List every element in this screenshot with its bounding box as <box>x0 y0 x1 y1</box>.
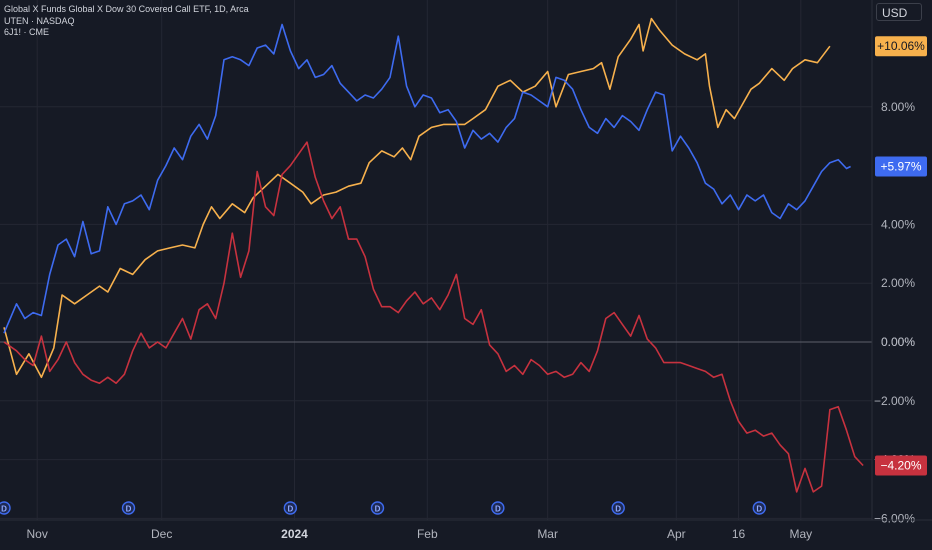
dividend-marker-label: D <box>1 505 7 514</box>
last-value-badge-blue <box>875 156 927 177</box>
dividend-marker-circle <box>491 501 505 515</box>
y-tick-label: 0.00% <box>881 335 915 349</box>
x-axis: Nov Dec 2024 Feb Mar Apr 16 May <box>0 519 932 541</box>
dividend-marker[interactable]: D <box>491 501 505 515</box>
series-group <box>3 17 864 493</box>
last-value-label-red: −4.20% <box>880 458 921 472</box>
x-tick-label: Nov <box>27 527 48 541</box>
dividend-marker[interactable]: D <box>121 501 136 515</box>
x-tick-label: Feb <box>417 527 438 541</box>
dividend-marker-circle <box>0 501 11 515</box>
dividend-marker[interactable]: D <box>0 501 11 515</box>
x-tick-label: Apr <box>667 527 686 541</box>
y-tick-label: 8.00% <box>881 100 915 114</box>
dividend-marker-circle <box>611 501 625 515</box>
legend-main-symbol[interactable]: Global X Funds Global X Dow 30 Covered C… <box>4 4 249 14</box>
y-tick-label: 4.00% <box>881 217 915 231</box>
zero-tick-label: 0.00% <box>881 335 915 349</box>
dividend-marker-circle <box>370 501 385 515</box>
dividend-marker-circle <box>121 501 136 515</box>
y-tick-label: −2.00% <box>874 394 915 408</box>
last-value-labels: 0.00% +10.06% +5.97% −4.20% <box>875 36 927 476</box>
x-tick-label: Mar <box>537 527 558 541</box>
grid-lines <box>0 0 872 520</box>
dividend-marker-label: D <box>375 505 381 514</box>
y-tick-label: −6.00% <box>874 511 915 525</box>
x-tick-label: May <box>789 527 812 541</box>
legend-compare-symbol-6j1[interactable]: 6J1! · CME <box>4 27 50 37</box>
dividend-marker-circle <box>283 501 298 515</box>
dividend-marker-label: D <box>615 505 621 514</box>
dividend-marker[interactable]: D <box>611 501 625 515</box>
series-line-blue <box>3 23 851 334</box>
dividend-marker-label: D <box>495 505 501 514</box>
last-value-label-orange: +10.06% <box>877 39 925 53</box>
dividend-marker[interactable]: D <box>752 501 766 515</box>
series-line-red <box>3 141 864 493</box>
last-value-badge-red <box>875 455 927 476</box>
dividend-marker-circle <box>752 501 766 515</box>
last-value-badge-orange <box>875 36 927 57</box>
series-line-orange <box>3 17 831 379</box>
x-tick-label: 2024 <box>281 527 308 541</box>
last-value-label-blue: +5.97% <box>880 159 921 173</box>
legend-compare-symbol-uten[interactable]: UTEN · NASDAQ <box>4 15 75 26</box>
currency-selector[interactable]: USD <box>876 3 922 21</box>
dividend-marker-label: D <box>756 505 762 514</box>
x-tick-label: Dec <box>151 527 172 541</box>
y-tick-label: 2.00% <box>881 276 915 290</box>
dividend-marker[interactable]: D <box>283 501 298 515</box>
dividend-marker-label: D <box>287 505 293 514</box>
x-tick-label: 16 <box>732 527 746 541</box>
chart-legend: Global X Funds Global X Dow 30 Covered C… <box>4 4 249 39</box>
dividend-marker-label: D <box>126 505 132 514</box>
dividend-marker[interactable]: D <box>370 501 385 515</box>
